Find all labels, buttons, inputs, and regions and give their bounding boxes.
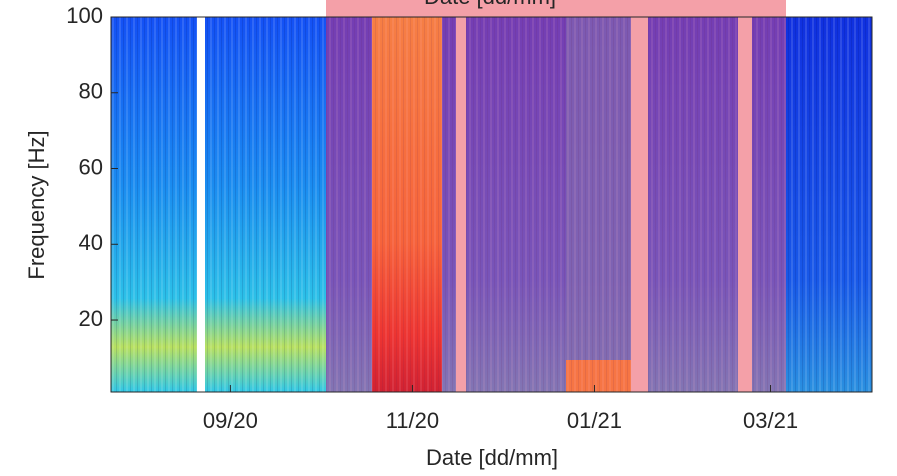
- y-tick-label: 80: [79, 79, 103, 104]
- overlay-label: Date [dd/mm]: [424, 0, 556, 9]
- x-axis-label: Date [dd/mm]: [426, 445, 558, 470]
- y-tick-label: 40: [79, 230, 103, 255]
- y-tick-label: 100: [66, 3, 103, 28]
- highlight-overlay: Date [dd/mm]: [326, 0, 786, 392]
- x-tick-label: 09/20: [203, 408, 258, 433]
- plot-frame: [110, 16, 873, 393]
- y-tick-label: 60: [79, 154, 103, 179]
- x-tick-label: 01/21: [567, 408, 622, 433]
- y-axis-label: Frequency [Hz]: [24, 130, 49, 279]
- x-tick-label: 11/20: [386, 408, 439, 433]
- y-tick-label: 20: [79, 306, 103, 331]
- x-tick-label: 03/21: [743, 408, 798, 433]
